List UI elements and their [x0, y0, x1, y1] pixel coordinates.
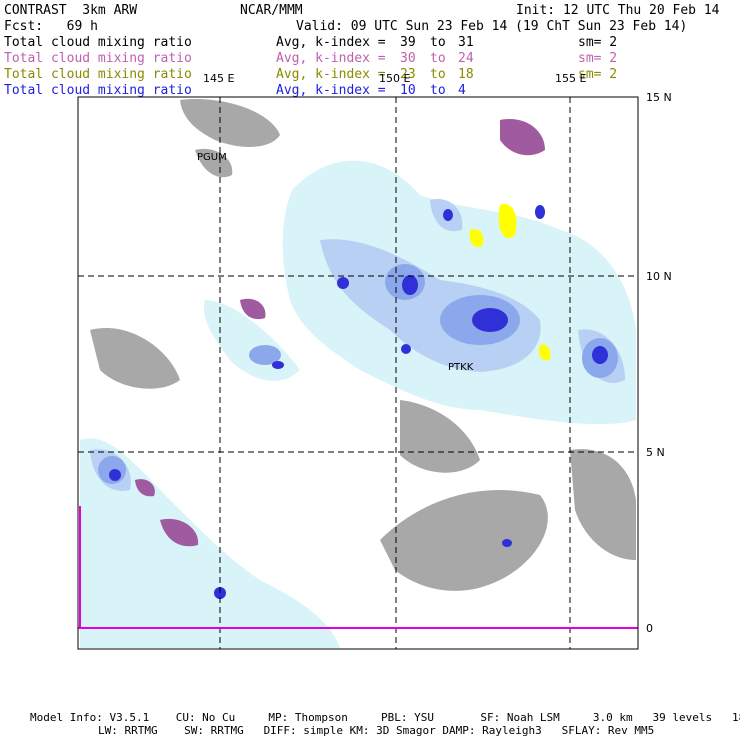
gray-region-west: [90, 328, 180, 389]
lon-label-150: 150 E: [379, 72, 411, 85]
field-range-from: 23: [400, 67, 416, 82]
model-info-line2: LW: RRTMG SW: RRTMG DIFF: simple KM: 3D …: [98, 724, 655, 737]
field-stat: Avg, k-index =: [276, 67, 386, 82]
field-name: Total cloud mixing ratio: [4, 83, 192, 98]
field-stat: Avg, k-index =: [276, 35, 386, 50]
field-range-to: 24: [458, 51, 474, 66]
blue-dark-core-9: [401, 344, 411, 354]
gray-region-eastedge: [570, 449, 636, 560]
purple-region-small: [135, 479, 155, 497]
field-range-from: 39: [400, 35, 416, 50]
gray-region-north: [180, 99, 280, 147]
field-stat: Avg, k-index =: [276, 83, 386, 98]
blue-dark-core-11: [502, 539, 512, 547]
cloud-purple-layer: [135, 119, 545, 547]
blue-dark-core-1: [472, 308, 508, 332]
purple-region-southwest: [160, 518, 199, 547]
gray-region-guam: [195, 148, 233, 178]
cloud-gray-layer: [90, 99, 636, 591]
station-ptkk: PTKK: [448, 362, 474, 373]
model-info-line1: Model Info: V3.5.1 CU: No Cu MP: Thompso…: [30, 711, 740, 724]
field-smoothing: sm= 2: [578, 67, 618, 82]
lat-label-0: 0: [646, 622, 653, 635]
field-range-from: 30: [400, 51, 416, 66]
field-name: Total cloud mixing ratio: [4, 35, 192, 50]
field-name: Total cloud mixing ratio: [4, 67, 192, 82]
forecast-hour: Fcst: 69 h: [4, 19, 98, 34]
yellow-region-1: [498, 204, 517, 239]
blue-dark-core-3: [337, 277, 349, 289]
field-range-to: 4: [458, 83, 466, 98]
lon-label-145: 145 E: [203, 72, 235, 85]
blue-mid-core-5: [249, 345, 281, 365]
organization: NCAR/MMM: [240, 3, 303, 18]
field-range-to-word: to: [430, 35, 446, 50]
gray-region-southeast: [380, 490, 548, 591]
field-range-to-word: to: [430, 51, 446, 66]
lat-label-10n: 10 N: [646, 270, 672, 283]
valid-time: Valid: 09 UTC Sun 23 Feb 14 (19 ChT Sun …: [296, 19, 688, 34]
cloud-blue-dark-layer: [109, 205, 608, 599]
cloud-yellow-layer: [469, 204, 551, 361]
map-frame: [77, 96, 639, 650]
field-smoothing: sm= 2: [578, 35, 618, 50]
station-pgum: PGUM: [197, 152, 227, 163]
field-range-from: 10: [400, 83, 416, 98]
blue-dark-core-7: [109, 469, 121, 481]
lat-label-15n: 15 N: [646, 91, 672, 104]
model-title: CONTRAST 3km ARW: [4, 3, 138, 18]
blue-dark-core-4: [592, 346, 608, 364]
yellow-region-3: [539, 344, 551, 361]
gray-region-southcentral: [400, 400, 480, 473]
blue-dark-core-6: [443, 209, 453, 221]
lat-label-5n: 5 N: [646, 446, 665, 459]
field-range-to-word: to: [430, 67, 446, 82]
blue-dark-core-5: [535, 205, 545, 219]
field-name: Total cloud mixing ratio: [4, 51, 192, 66]
field-range-to: 31: [458, 35, 474, 50]
yellow-region-2: [469, 229, 484, 248]
field-stat: Avg, k-index =: [276, 51, 386, 66]
lon-label-155: 155 E: [555, 72, 587, 85]
blue-dark-core-10: [272, 361, 284, 369]
field-range-to: 18: [458, 67, 474, 82]
purple-region-west: [240, 298, 266, 320]
purple-region-northeast: [500, 119, 545, 156]
init-time: Init: 12 UTC Thu 20 Feb 14: [516, 3, 720, 18]
field-smoothing: sm= 2: [578, 51, 618, 66]
field-range-to-word: to: [430, 83, 446, 98]
blue-dark-core-2: [402, 275, 418, 295]
